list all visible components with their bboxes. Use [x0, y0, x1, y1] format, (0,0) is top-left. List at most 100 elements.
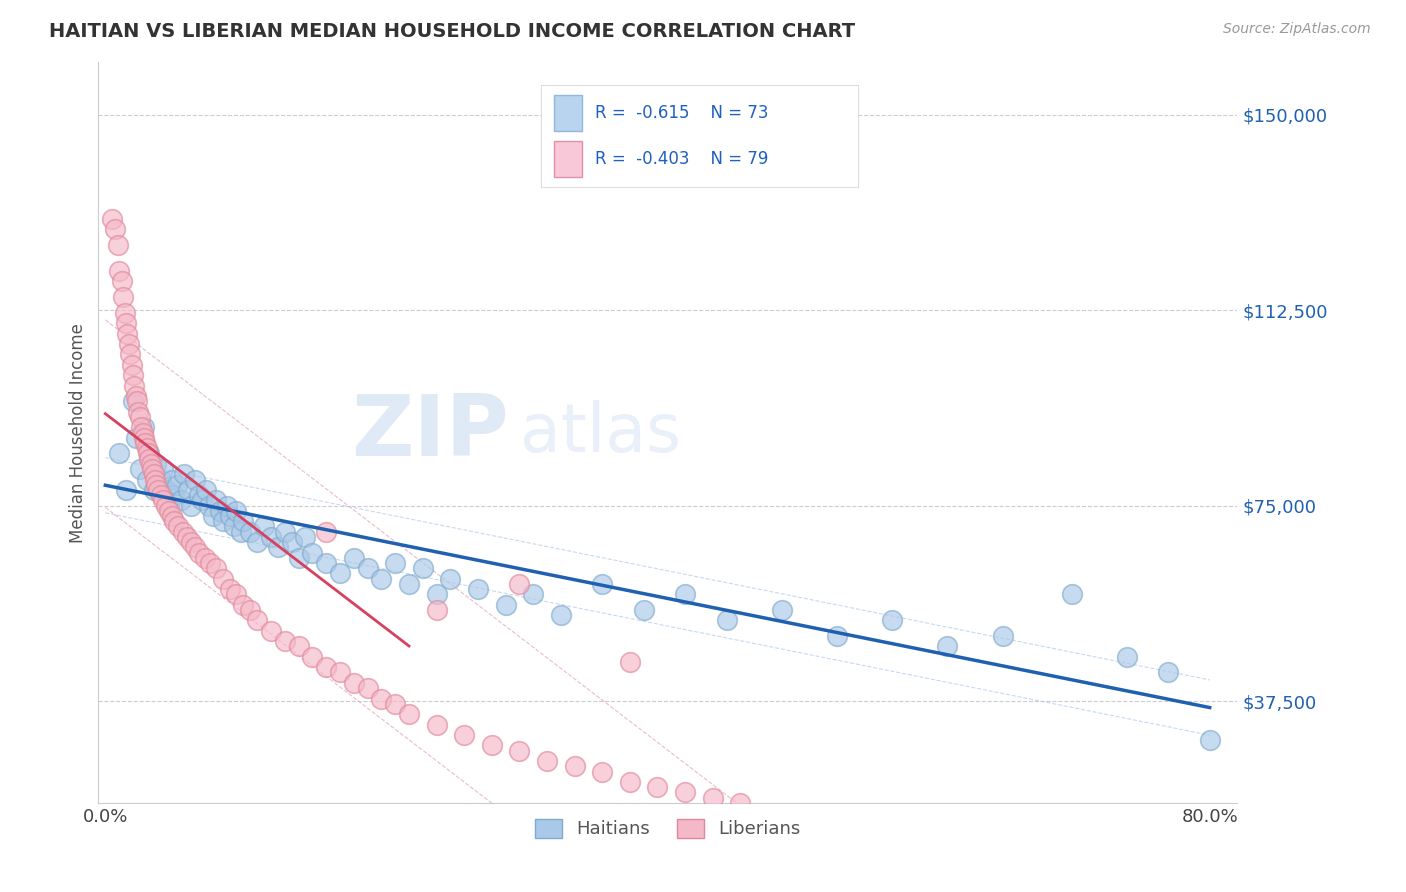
- Point: [315, 556, 337, 570]
- Point: [136, 446, 159, 460]
- Point: [426, 603, 449, 617]
- Point: [135, 473, 157, 487]
- Point: [229, 524, 252, 539]
- Point: [194, 550, 217, 565]
- Point: [260, 530, 283, 544]
- Point: [157, 499, 180, 513]
- Text: HAITIAN VS LIBERIAN MEDIAN HOUSEHOLD INCOME CORRELATION CHART: HAITIAN VS LIBERIAN MEDIAN HOUSEHOLD INC…: [49, 22, 855, 41]
- Point: [180, 535, 202, 549]
- Point: [177, 483, 200, 497]
- Point: [730, 796, 752, 810]
- Point: [188, 488, 211, 502]
- Point: [702, 790, 724, 805]
- Point: [195, 483, 218, 497]
- Text: R =  -0.403    N = 79: R = -0.403 N = 79: [595, 150, 769, 168]
- Point: [439, 572, 461, 586]
- Point: [124, 378, 146, 392]
- Point: [232, 598, 254, 612]
- Point: [267, 541, 290, 555]
- Point: [426, 717, 449, 731]
- Point: [160, 509, 183, 524]
- Point: [453, 728, 475, 742]
- Point: [218, 509, 240, 524]
- Point: [412, 561, 434, 575]
- Point: [882, 613, 904, 627]
- Y-axis label: Median Household Income: Median Household Income: [69, 323, 87, 542]
- Point: [356, 681, 378, 695]
- Point: [1198, 733, 1220, 747]
- Point: [301, 649, 323, 664]
- Point: [315, 524, 337, 539]
- Point: [673, 785, 696, 799]
- Point: [184, 541, 207, 555]
- Point: [163, 488, 186, 502]
- Point: [225, 504, 247, 518]
- Point: [139, 457, 162, 471]
- Point: [1060, 587, 1083, 601]
- Point: [135, 442, 157, 456]
- Point: [125, 431, 148, 445]
- Point: [208, 504, 231, 518]
- Point: [564, 759, 586, 773]
- Point: [1115, 649, 1137, 664]
- Point: [232, 514, 254, 528]
- Point: [356, 561, 378, 575]
- Point: [481, 739, 503, 753]
- Point: [591, 764, 613, 779]
- Point: [991, 629, 1014, 643]
- Point: [141, 462, 163, 476]
- Point: [146, 483, 169, 497]
- Text: atlas: atlas: [520, 400, 681, 466]
- Point: [149, 473, 172, 487]
- Point: [125, 389, 148, 403]
- Point: [274, 634, 297, 648]
- Point: [619, 655, 641, 669]
- Point: [138, 446, 160, 460]
- Point: [117, 326, 139, 341]
- Point: [825, 629, 848, 643]
- Point: [204, 493, 226, 508]
- Point: [204, 561, 226, 575]
- Point: [218, 582, 240, 596]
- Point: [329, 566, 352, 581]
- Point: [329, 665, 352, 680]
- Point: [673, 587, 696, 601]
- Point: [122, 368, 145, 383]
- Point: [143, 473, 166, 487]
- Point: [129, 420, 152, 434]
- Point: [122, 394, 145, 409]
- Point: [163, 514, 186, 528]
- Point: [467, 582, 489, 596]
- Point: [118, 337, 141, 351]
- Point: [522, 587, 544, 601]
- Point: [253, 519, 276, 533]
- Point: [131, 425, 153, 440]
- Point: [343, 550, 366, 565]
- Point: [145, 477, 167, 491]
- Point: [294, 530, 316, 544]
- Bar: [554, 95, 582, 131]
- Point: [167, 519, 190, 533]
- Point: [287, 640, 309, 654]
- Point: [215, 499, 238, 513]
- Point: [132, 420, 155, 434]
- Point: [149, 488, 172, 502]
- Point: [770, 603, 793, 617]
- Point: [125, 394, 148, 409]
- Point: [155, 483, 177, 497]
- Point: [111, 274, 134, 288]
- Point: [176, 530, 198, 544]
- Point: [101, 211, 124, 226]
- Point: [211, 514, 233, 528]
- Point: [239, 524, 262, 539]
- Point: [370, 572, 392, 586]
- Point: [280, 535, 302, 549]
- Point: [370, 691, 392, 706]
- Point: [301, 545, 323, 559]
- Point: [384, 556, 406, 570]
- Point: [157, 504, 180, 518]
- Point: [115, 483, 138, 497]
- Point: [211, 572, 233, 586]
- Point: [591, 577, 613, 591]
- Point: [619, 775, 641, 789]
